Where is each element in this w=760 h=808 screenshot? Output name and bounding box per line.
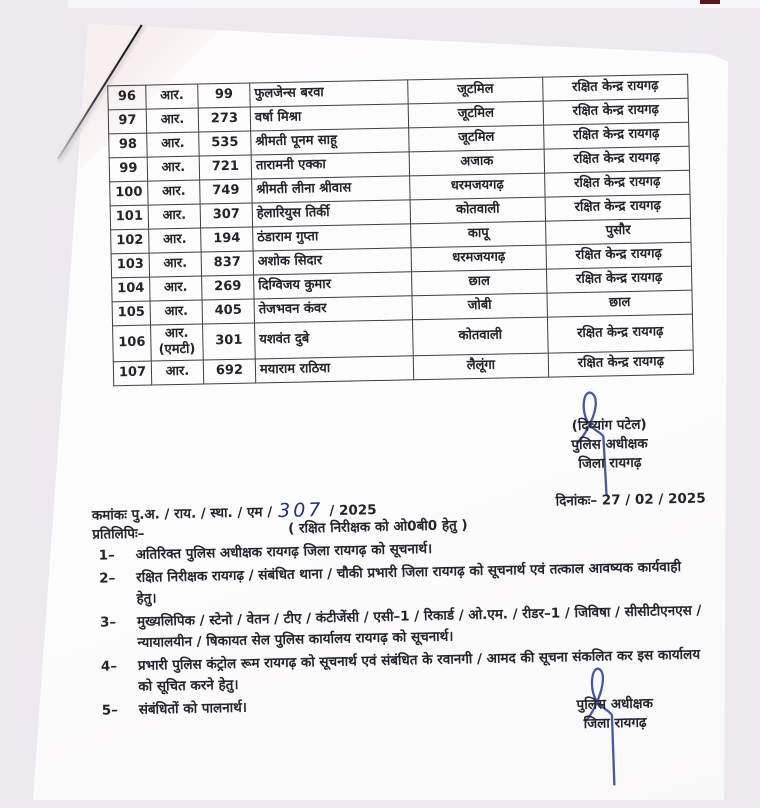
cell-buckle-no: 99 bbox=[197, 83, 251, 109]
photo-edge-strip bbox=[68, 0, 760, 8]
cell-name: अशोक सिदार bbox=[253, 247, 412, 275]
cell-from-posting: अजाक bbox=[409, 149, 545, 176]
cell-buckle-no: 837 bbox=[201, 250, 254, 277]
copy-note: ( रक्षित निरीक्षक को ओ0बी0 हेतु ) bbox=[287, 517, 468, 537]
cell-rank: आर. (एमटी) bbox=[150, 324, 204, 361]
cell-serial-no: 104 bbox=[111, 277, 151, 302]
posting-table: 96 आर. 99 फुलजेन्स बरवा जूटमिल रक्षित के… bbox=[107, 74, 694, 386]
cell-to-posting: रक्षित केन्द्र रायगढ़ bbox=[544, 146, 690, 174]
cell-buckle-no: 692 bbox=[203, 358, 256, 384]
cell-to-posting: रक्षित केन्द्र रायगढ़ bbox=[543, 98, 689, 126]
cell-serial-no: 100 bbox=[109, 181, 149, 206]
cell-from-posting: धरमजयगढ़ bbox=[409, 173, 546, 200]
cell-serial-no: 105 bbox=[112, 301, 151, 326]
list-item-number: 5– bbox=[101, 702, 119, 719]
signatory-district: जिला रायगढ़ bbox=[583, 714, 647, 732]
cell-to-posting: रक्षित केन्द्र रायगढ़ bbox=[548, 349, 694, 377]
cell-to-posting: रक्षित केन्द्र रायगढ़ bbox=[543, 122, 690, 150]
cell-from-posting: जूटमिल bbox=[408, 101, 544, 128]
cell-serial-no: 102 bbox=[110, 229, 150, 254]
cell-rank: आर. bbox=[149, 276, 203, 302]
list-item-number: 4– bbox=[100, 658, 118, 675]
cell-buckle-no: 721 bbox=[199, 155, 252, 181]
cell-name: तेजभवन कंवर bbox=[254, 295, 413, 323]
cell-name: यशवंत दुबे bbox=[254, 319, 414, 359]
cell-to-posting: रक्षित केन्द्र रायगढ़ bbox=[542, 74, 689, 102]
cell-to-posting: रक्षित केन्द्र रायगढ़ bbox=[544, 170, 691, 198]
cell-rank: आर. bbox=[146, 108, 199, 134]
cell-name: ठंडाराम गुप्ता bbox=[252, 223, 412, 251]
cell-serial-no: 98 bbox=[108, 133, 148, 158]
cell-rank: आर. bbox=[147, 156, 200, 182]
cell-name: दिग्विजय कुमार bbox=[253, 271, 413, 299]
cell-name: श्रीमती लीना श्रीवास bbox=[251, 175, 411, 204]
cell-name: तारामनी एक्का bbox=[251, 151, 410, 180]
reference-label: कमांकः पु.अ. / राय. / स्था. / एम / bbox=[91, 504, 273, 524]
cell-rank: आर. bbox=[148, 204, 201, 230]
cell-rank: आर. bbox=[147, 180, 201, 206]
cell-name: हेलारियुस तिर्की bbox=[252, 199, 411, 227]
cell-buckle-no: 273 bbox=[198, 107, 251, 133]
cell-from-posting: कोतवाली bbox=[410, 197, 546, 224]
cell-name: मयाराम राठिया bbox=[255, 355, 414, 383]
cell-serial-no: 101 bbox=[110, 205, 149, 230]
cell-from-posting: जूटमिल bbox=[407, 77, 544, 104]
cell-to-posting: पुसौर bbox=[545, 218, 691, 246]
cell-from-posting: कोतवाली bbox=[412, 317, 549, 356]
cell-to-posting: छाल bbox=[546, 290, 693, 318]
cell-name: फुलजेन्स बरवा bbox=[249, 79, 409, 108]
cell-from-posting: छाल bbox=[411, 269, 547, 296]
signatory-district: जिला रायगढ़ bbox=[578, 454, 642, 473]
cell-rank: आर. bbox=[145, 84, 199, 110]
cell-from-posting: कापू bbox=[410, 221, 547, 248]
cell-from-posting: धरमजयगढ़ bbox=[411, 245, 547, 272]
cell-rank: आर. bbox=[150, 300, 203, 326]
list-item-number: 2– bbox=[98, 570, 116, 587]
cell-serial-no: 106 bbox=[112, 325, 152, 362]
cell-rank: आर. bbox=[149, 252, 202, 278]
cell-buckle-no: 535 bbox=[198, 131, 252, 157]
signatory-block-bottom: पुलिस अधीक्षक जिला रायगढ़ bbox=[542, 694, 689, 735]
cell-rank: आर. bbox=[148, 228, 202, 254]
date-line: दिनांकः– 27 / 02 / 2025 bbox=[555, 490, 706, 510]
photo-corner-mark bbox=[700, 0, 720, 4]
cell-buckle-no: 749 bbox=[199, 179, 253, 205]
cell-serial-no: 103 bbox=[111, 253, 150, 278]
cell-buckle-no: 269 bbox=[201, 274, 255, 301]
signatory-block-top: (दिव्यांग पटेल) पुलिस अधीक्षक जिला रायगढ… bbox=[534, 415, 685, 475]
cell-serial-no: 99 bbox=[109, 157, 148, 182]
cell-from-posting: जूटमिल bbox=[408, 125, 545, 152]
copy-to-heading: प्रतिलिपिः– bbox=[92, 525, 145, 543]
cell-to-posting: रक्षित केन्द्र रायगढ़ bbox=[545, 194, 691, 222]
cell-name: श्रीमती पूनम साहू bbox=[250, 127, 410, 156]
list-item-number: 1– bbox=[98, 547, 115, 564]
cell-to-posting: रक्षित केन्द्र रायगढ़ bbox=[546, 266, 692, 294]
cell-to-posting: रक्षित केन्द्र रायगढ़ bbox=[546, 242, 692, 270]
cell-buckle-no: 301 bbox=[202, 322, 256, 360]
cell-serial-no: 97 bbox=[108, 109, 147, 134]
cell-serial-no: 107 bbox=[113, 360, 152, 386]
cell-buckle-no: 307 bbox=[200, 203, 253, 229]
cell-serial-no: 96 bbox=[107, 85, 147, 110]
cell-from-posting: लैलूंगा bbox=[413, 352, 549, 380]
cell-from-posting: जोबी bbox=[412, 293, 548, 320]
cell-buckle-no: 194 bbox=[200, 226, 254, 253]
cell-buckle-no: 405 bbox=[202, 298, 255, 325]
cell-to-posting: रक्षित केन्द्र रायगढ़ bbox=[547, 314, 694, 353]
cell-rank: आर. bbox=[151, 359, 204, 385]
cell-rank: आर. bbox=[146, 132, 200, 158]
list-item-number: 3– bbox=[99, 614, 117, 631]
cell-name: वर्षा मिश्रा bbox=[250, 103, 409, 132]
